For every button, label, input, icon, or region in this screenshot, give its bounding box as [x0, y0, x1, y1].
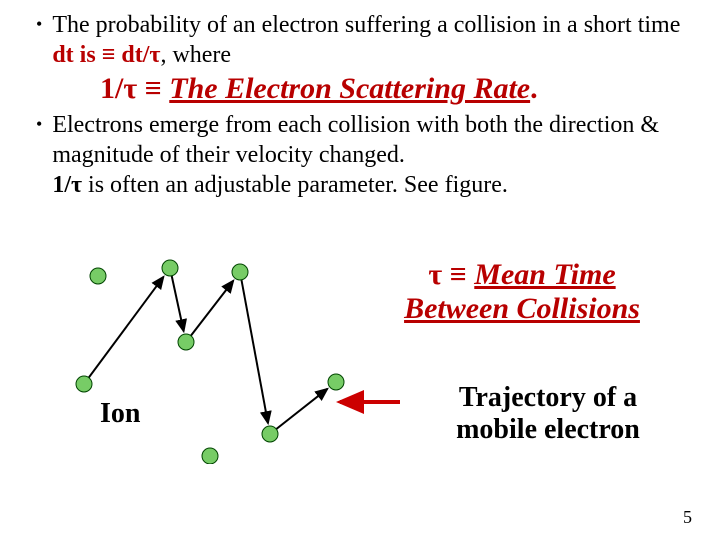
ion-icon — [90, 268, 106, 284]
trajectory-caption: Trajectory of a mobile electron — [408, 382, 688, 446]
bullet-1: • The probability of an electron sufferi… — [30, 10, 690, 70]
ion-icon — [202, 448, 218, 464]
tau-definition: τ ≡ Mean Time Between Collisions — [352, 258, 692, 326]
trajectory-segment — [170, 268, 184, 331]
b1-equiv: ≡ — [96, 42, 122, 68]
b1-pre: The probability of an electron suffering… — [52, 12, 680, 38]
bullet-2: • Electrons emerge from each collision w… — [30, 110, 690, 200]
b1-dt-is: dt is — [52, 42, 95, 68]
b2-one-tau: 1/τ — [52, 172, 82, 198]
ion-icon — [162, 260, 178, 276]
tau-r1: Mean Time — [474, 258, 615, 291]
tau-lhs: τ ≡ — [428, 258, 474, 291]
ion-icon — [178, 334, 194, 350]
b2-l2: is often an adjustable parameter. See fi… — [82, 172, 508, 198]
scattering-rate-line: 1/τ ≡ The Electron Scattering Rate. — [100, 72, 690, 106]
rate-lhs: 1/τ ≡ — [100, 72, 169, 105]
ion-icon — [328, 374, 344, 390]
traj-l1: Trajectory of a — [459, 382, 637, 413]
rate-rhs: The Electron Scattering Rate — [169, 72, 530, 105]
bullet-2-text: Electrons emerge from each collision wit… — [52, 110, 690, 200]
bullet-dot: • — [36, 10, 42, 70]
traj-l2: mobile electron — [456, 414, 640, 445]
tau-r2: Between Collisions — [404, 292, 640, 325]
b1-post: , where — [160, 42, 231, 68]
ion-icon — [232, 264, 248, 280]
trajectory-segment — [84, 277, 163, 384]
b2-l1: Electrons emerge from each collision wit… — [52, 112, 659, 168]
b1-dt-tau: dt/τ — [121, 42, 160, 68]
trajectory-segment — [186, 281, 233, 342]
ion-icon — [262, 426, 278, 442]
trajectory-segment — [270, 389, 327, 434]
page-number: 5 — [683, 507, 692, 528]
ion-label: Ion — [100, 398, 140, 430]
bullet-1-text: The probability of an electron suffering… — [52, 10, 690, 70]
ion-icon — [76, 376, 92, 392]
rate-dot: . — [530, 72, 538, 105]
trajectory-segment — [240, 272, 268, 423]
trajectory-diagram — [40, 254, 400, 464]
bullet-dot: • — [36, 110, 42, 200]
